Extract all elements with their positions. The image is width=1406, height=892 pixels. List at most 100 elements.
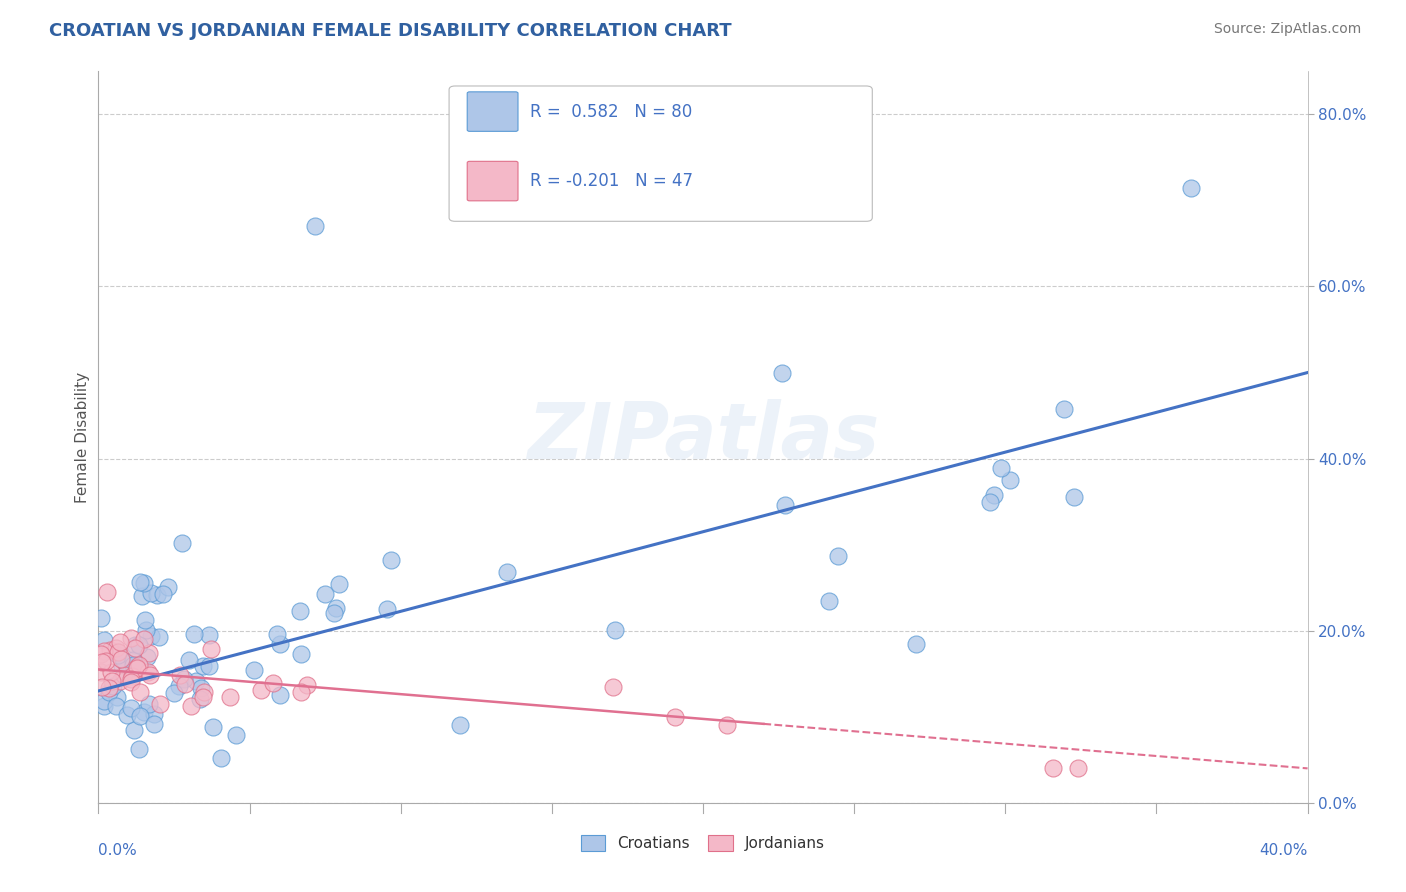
Point [110,652,132,666]
Point [184,674,207,689]
Point [250,682,273,697]
Point [269,688,291,702]
Point [128,742,150,756]
FancyBboxPatch shape [467,92,517,131]
Point [104,698,127,713]
Point [174,677,197,691]
Point [94,654,117,668]
Text: 40.0%: 40.0% [1260,843,1308,858]
Point [179,653,201,667]
Point [180,699,202,714]
Point [979,495,1001,509]
Point [132,705,155,719]
Point [100,665,122,679]
Point [314,587,336,601]
FancyBboxPatch shape [449,86,872,221]
Point [304,219,326,234]
Point [193,659,215,673]
Point [124,638,146,652]
Point [191,690,214,705]
Y-axis label: Female Disability: Female Disability [75,371,90,503]
Point [169,679,191,693]
Point [1053,401,1076,416]
Text: 0.0%: 0.0% [98,843,138,858]
Point [716,718,738,732]
Point [200,641,222,656]
Point [104,641,127,656]
Point [120,672,142,686]
Point [124,640,146,655]
Point [108,635,131,649]
Point [93,644,115,658]
Point [121,669,143,683]
Point [288,603,311,617]
FancyBboxPatch shape [467,161,517,201]
Point [183,627,205,641]
Point [328,577,350,591]
Point [127,661,149,675]
Point [219,690,242,704]
Point [148,630,170,644]
Point [295,678,318,692]
Point [93,632,115,647]
Point [112,668,135,682]
Point [211,751,233,765]
Point [1180,180,1202,194]
Point [139,629,162,643]
Legend: Croatians, Jordanians: Croatians, Jordanians [575,830,831,857]
Point [290,684,312,698]
Point [775,498,797,512]
Point [1042,761,1064,775]
Point [103,679,125,693]
Point [146,588,169,602]
Point [770,366,793,380]
Point [152,587,174,601]
Point [136,665,159,679]
Point [128,638,150,652]
Point [135,623,157,637]
Point [111,669,134,683]
Point [132,632,155,647]
Point [90,610,112,624]
Point [111,659,134,673]
Point [190,681,212,695]
Point [603,623,626,637]
Point [120,701,142,715]
Point [112,654,135,668]
Point [269,637,291,651]
Text: CROATIAN VS JORDANIAN FEMALE DISABILITY CORRELATION CHART: CROATIAN VS JORDANIAN FEMALE DISABILITY … [49,22,733,40]
Point [107,645,129,659]
Point [139,668,162,682]
Point [1063,490,1085,504]
Point [156,580,179,594]
Point [136,650,159,665]
Text: Source: ZipAtlas.com: Source: ZipAtlas.com [1213,22,1361,37]
Point [93,694,115,708]
Point [128,657,150,672]
Point [122,657,145,672]
Point [138,697,160,711]
Point [138,646,160,660]
Point [96,585,118,599]
Point [170,535,193,549]
Point [322,606,344,620]
Point [198,627,221,641]
Point [290,648,312,662]
Point [122,723,145,737]
Point [1067,761,1090,775]
Point [91,681,114,695]
Point [664,710,686,724]
Point [188,691,211,706]
Text: ZIPatlas: ZIPatlas [527,399,879,475]
Point [496,565,519,579]
Point [325,601,347,615]
Point [449,718,471,732]
Point [98,643,121,657]
Point [90,665,112,679]
Point [266,626,288,640]
Point [193,685,215,699]
Point [149,697,172,711]
Point [105,690,128,705]
Point [132,575,155,590]
Point [990,461,1012,475]
